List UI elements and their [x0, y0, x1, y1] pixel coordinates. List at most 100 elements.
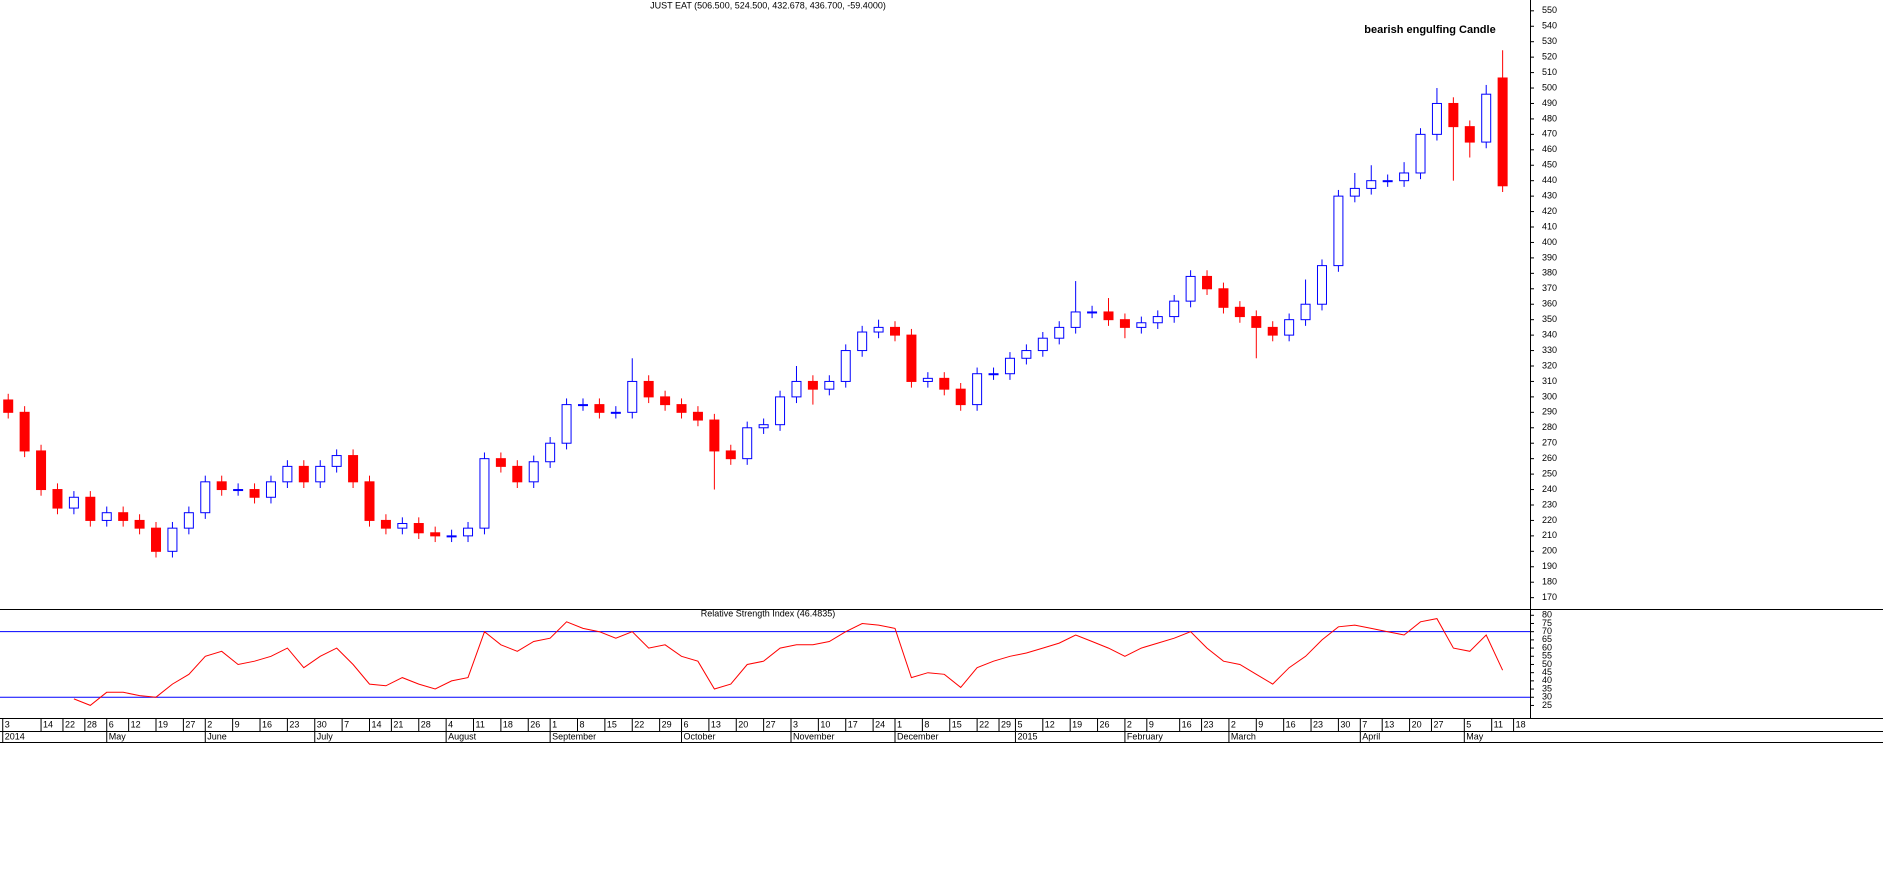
x-tick-label: 6 [109, 719, 114, 729]
y-tick-label: 280 [1542, 422, 1557, 432]
y-tick-label: 45 [1542, 667, 1552, 677]
rsi-title: Relative Strength Index (46.4835) [701, 608, 836, 618]
candle-body [1284, 319, 1295, 336]
y-tick-label: 290 [1542, 407, 1557, 417]
candle-body [840, 350, 851, 382]
y-tick-label: 400 [1542, 237, 1557, 247]
y-tick-label: 35 [1542, 683, 1552, 693]
y-tick-label: 30 [1542, 692, 1552, 702]
x-tick-label: 16 [1182, 719, 1192, 729]
x-tick-label: 1 [552, 719, 557, 729]
candle-body [1054, 326, 1065, 339]
x-tick-label: 28 [421, 719, 431, 729]
month-label: June [207, 731, 227, 741]
candle-body [775, 396, 786, 426]
candle-body [627, 380, 638, 413]
candle-body [988, 373, 999, 376]
candle-body [249, 489, 260, 498]
x-tick-label: 12 [1045, 719, 1055, 729]
y-tick-label: 190 [1542, 561, 1557, 571]
candle-body [348, 455, 359, 483]
candle-body [101, 512, 112, 521]
y-tick-label: 75 [1542, 618, 1552, 628]
x-tick-label: 12 [131, 719, 141, 729]
month-label: March [1231, 731, 1256, 741]
x-tick-label: 28 [87, 719, 97, 729]
x-tick-label: 9 [235, 719, 240, 729]
candle-body [1136, 322, 1147, 328]
x-tick-label: 3 [5, 719, 10, 729]
x-tick-label: 1 [897, 719, 902, 729]
y-tick-label: 530 [1542, 36, 1557, 46]
candle-body [577, 404, 588, 407]
month-label: December [897, 731, 939, 741]
candle-body [643, 380, 654, 398]
x-tick-label: 29 [1001, 719, 1011, 729]
month-label: October [684, 731, 716, 741]
y-tick-label: 200 [1542, 546, 1557, 556]
candle-body [282, 465, 293, 483]
y-tick-label: 510 [1542, 67, 1557, 77]
candle-body [1399, 172, 1410, 182]
x-tick-label: 29 [662, 719, 672, 729]
candle-body [397, 523, 408, 529]
candle-body [463, 527, 474, 537]
candle-body [380, 519, 391, 529]
candle-body [1497, 77, 1508, 187]
x-tick-label: 8 [924, 719, 929, 729]
y-tick-label: 230 [1542, 499, 1557, 509]
x-tick-label: 11 [1494, 719, 1503, 729]
candle-body [676, 404, 687, 413]
candle-body [1152, 316, 1163, 324]
y-tick-label: 480 [1542, 113, 1557, 123]
candle-body [561, 404, 572, 444]
x-tick-label: 13 [1384, 719, 1394, 729]
candle-body [824, 380, 835, 390]
y-tick-label: 210 [1542, 530, 1557, 540]
y-tick-label: 540 [1542, 21, 1557, 31]
candle-body [857, 331, 868, 352]
x-tick-label: 22 [65, 719, 75, 729]
candle-body [1316, 265, 1327, 305]
x-tick-label: 15 [952, 719, 962, 729]
candle-body [1070, 311, 1081, 328]
x-tick-label: 22 [634, 719, 644, 729]
x-tick-label: 30 [1340, 719, 1350, 729]
chart-title: JUST EAT (506.500, 524.500, 432.678, 436… [650, 0, 886, 10]
candle-body [479, 458, 490, 529]
y-tick-label: 380 [1542, 268, 1557, 278]
candle-body [1119, 319, 1130, 328]
y-tick-label: 430 [1542, 191, 1557, 201]
candle-body [1251, 316, 1262, 328]
x-tick-label: 5 [1017, 719, 1022, 729]
x-tick-label: 10 [820, 719, 830, 729]
candle-body [610, 411, 621, 414]
candle-body [692, 411, 703, 421]
candle-body [233, 489, 244, 492]
candle-body [955, 388, 966, 406]
candle-body [758, 424, 769, 429]
candle-body [512, 465, 523, 483]
candle-body [19, 411, 30, 452]
y-tick-label: 50 [1542, 659, 1552, 669]
y-tick-label: 460 [1542, 144, 1557, 154]
x-tick-label: 14 [371, 719, 381, 729]
x-tick-label: 20 [1412, 719, 1422, 729]
y-tick-label: 25 [1542, 700, 1552, 710]
candle-body [1169, 300, 1180, 318]
candle-body [430, 532, 441, 537]
y-tick-label: 270 [1542, 438, 1557, 448]
y-tick-label: 330 [1542, 345, 1557, 355]
candle-body [413, 523, 424, 534]
y-tick-label: 250 [1542, 468, 1557, 478]
x-tick-label: 4 [448, 719, 453, 729]
x-tick-label: 9 [1258, 719, 1263, 729]
candle-body [1481, 93, 1492, 143]
x-tick-label: 27 [185, 719, 195, 729]
x-tick-label: 16 [1286, 719, 1296, 729]
y-tick-label: 60 [1542, 642, 1552, 652]
candle-body [1333, 195, 1344, 267]
y-tick-label: 300 [1542, 391, 1557, 401]
x-tick-label: 18 [503, 719, 513, 729]
